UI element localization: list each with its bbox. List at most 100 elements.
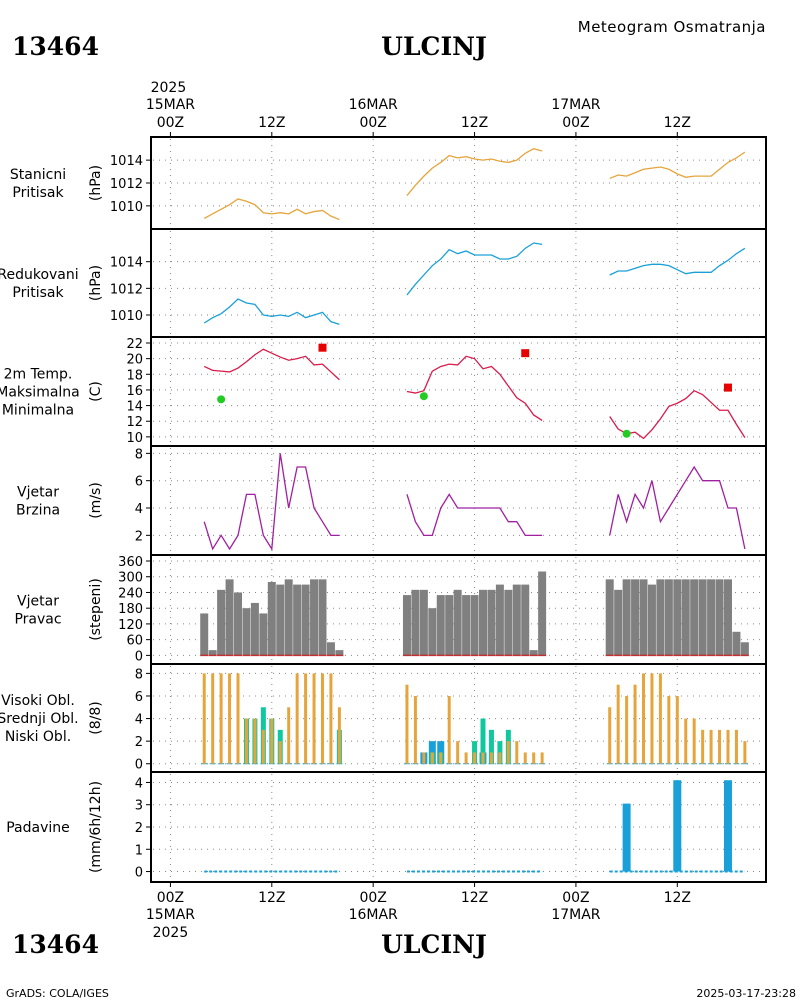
cloud-bar [515, 741, 519, 764]
panel-label: Padavine [6, 820, 70, 836]
cloud-bar [261, 729, 265, 764]
cloud-bar [488, 729, 494, 764]
cloud-bar [337, 707, 341, 764]
wind-dir-bar [419, 589, 428, 656]
series-line [609, 151, 746, 180]
panel-label: Visoki Obl. [1, 693, 75, 709]
cloud-bar [616, 684, 620, 764]
precip-bar [622, 803, 631, 872]
cloud-bar [633, 684, 637, 764]
cloud-bar [480, 718, 486, 764]
cloud-bar [244, 718, 248, 764]
wind-dir-bar [318, 579, 327, 656]
cloud-bar [202, 673, 206, 764]
cloud-bar [532, 752, 536, 764]
wind-dir-bar [690, 579, 699, 656]
series-line [406, 493, 543, 536]
time-axis-date-top: 15MAR [146, 97, 195, 113]
time-axis-hour-top: 00Z [359, 115, 386, 131]
cloud-bar [498, 752, 502, 764]
cloud-bar [253, 718, 257, 764]
panel-frame [150, 228, 767, 338]
wind-dir-bar [470, 595, 479, 656]
wind-dir-bar [698, 579, 707, 656]
cloud-bar [473, 752, 477, 764]
max-temp-marker [318, 343, 327, 352]
cloud-bar [608, 707, 612, 764]
y-tick-label: 120 [118, 618, 143, 633]
series-line [203, 453, 340, 552]
wind-dir-bar [478, 589, 487, 656]
min-temp-marker [217, 395, 226, 404]
wind-dir-bar [436, 595, 445, 656]
y-tick-label: 4 [135, 502, 143, 517]
cloud-bar [658, 673, 662, 764]
y-tick-label: 1012 [110, 282, 143, 297]
wind-dir-bar [208, 650, 217, 656]
wind-dir-bar [538, 571, 547, 656]
unit-label: (hPa) [88, 165, 104, 201]
cloud-bar [422, 752, 426, 764]
cloud-bar [642, 673, 646, 764]
wind-dir-bar [411, 589, 420, 656]
y-tick-label: 1014 [110, 154, 143, 169]
y-tick-label: 0 [135, 758, 143, 773]
panel-label: Stanicni [10, 167, 66, 183]
min-temp-marker [622, 429, 631, 438]
cloud-bar [312, 673, 316, 764]
wind-dir-bar [495, 584, 504, 656]
wind-dir-bar [647, 584, 656, 656]
y-tick-label: 60 [126, 634, 143, 649]
precip-bar [673, 780, 682, 872]
y-tick-label: 4 [135, 713, 143, 728]
wind-dir-bar [605, 579, 614, 656]
panel-label: Vjetar [17, 485, 59, 501]
wind-dir-bar [259, 613, 268, 656]
wind-dir-bar [225, 579, 234, 656]
time-axis-hour-bottom: 12Z [258, 890, 285, 906]
cloud-bar [625, 695, 629, 764]
time-axis-year-bottom: 2025 [153, 925, 189, 941]
y-tick-label: 180 [118, 602, 143, 617]
wind-dir-bar [664, 579, 673, 656]
panel-label: Minimalna [2, 403, 74, 419]
wind-dir-bar [326, 642, 335, 656]
wind-dir-bar [673, 579, 682, 656]
y-tick-label: 8 [135, 447, 143, 462]
unit-label: (8/8) [88, 701, 104, 734]
y-tick-label: 2 [135, 529, 143, 544]
panel-label: Brzina [16, 503, 60, 519]
y-tick-label: 3 [135, 799, 143, 814]
series-line [609, 465, 746, 550]
y-tick-label: 0 [135, 649, 143, 664]
wind-dir-bar [428, 608, 437, 656]
wind-dir-bar [284, 579, 293, 656]
panel-label: Pritisak [12, 285, 64, 301]
time-axis-hour-top: 00Z [562, 115, 589, 131]
panel-label: 2m Temp. [4, 367, 73, 383]
cloud-bar [684, 718, 688, 764]
footer-left: GrADS: COLA/IGES [6, 987, 109, 1000]
panel-label: Vjetar [17, 594, 59, 610]
cloud-bar [726, 729, 730, 764]
wind-dir-bar [707, 579, 716, 656]
series-line [203, 348, 340, 381]
wind-dir-bar [335, 650, 344, 656]
wind-dir-bar [217, 589, 226, 656]
series-line [406, 148, 543, 196]
cloud-bar [701, 729, 705, 764]
wind-dir-bar [293, 584, 302, 656]
series-line [203, 198, 340, 221]
cloud-bar [718, 729, 722, 764]
cloud-bar [270, 718, 274, 764]
cloud-bar [675, 695, 679, 764]
cloud-bar [447, 695, 451, 764]
station-id-top: 13464 [12, 32, 99, 61]
cloud-bar [228, 673, 232, 764]
wind-dir-bar [614, 589, 623, 656]
y-tick-label: 1010 [110, 309, 143, 324]
y-tick-label: 1010 [110, 200, 143, 215]
unit-label: (C) [88, 381, 104, 402]
